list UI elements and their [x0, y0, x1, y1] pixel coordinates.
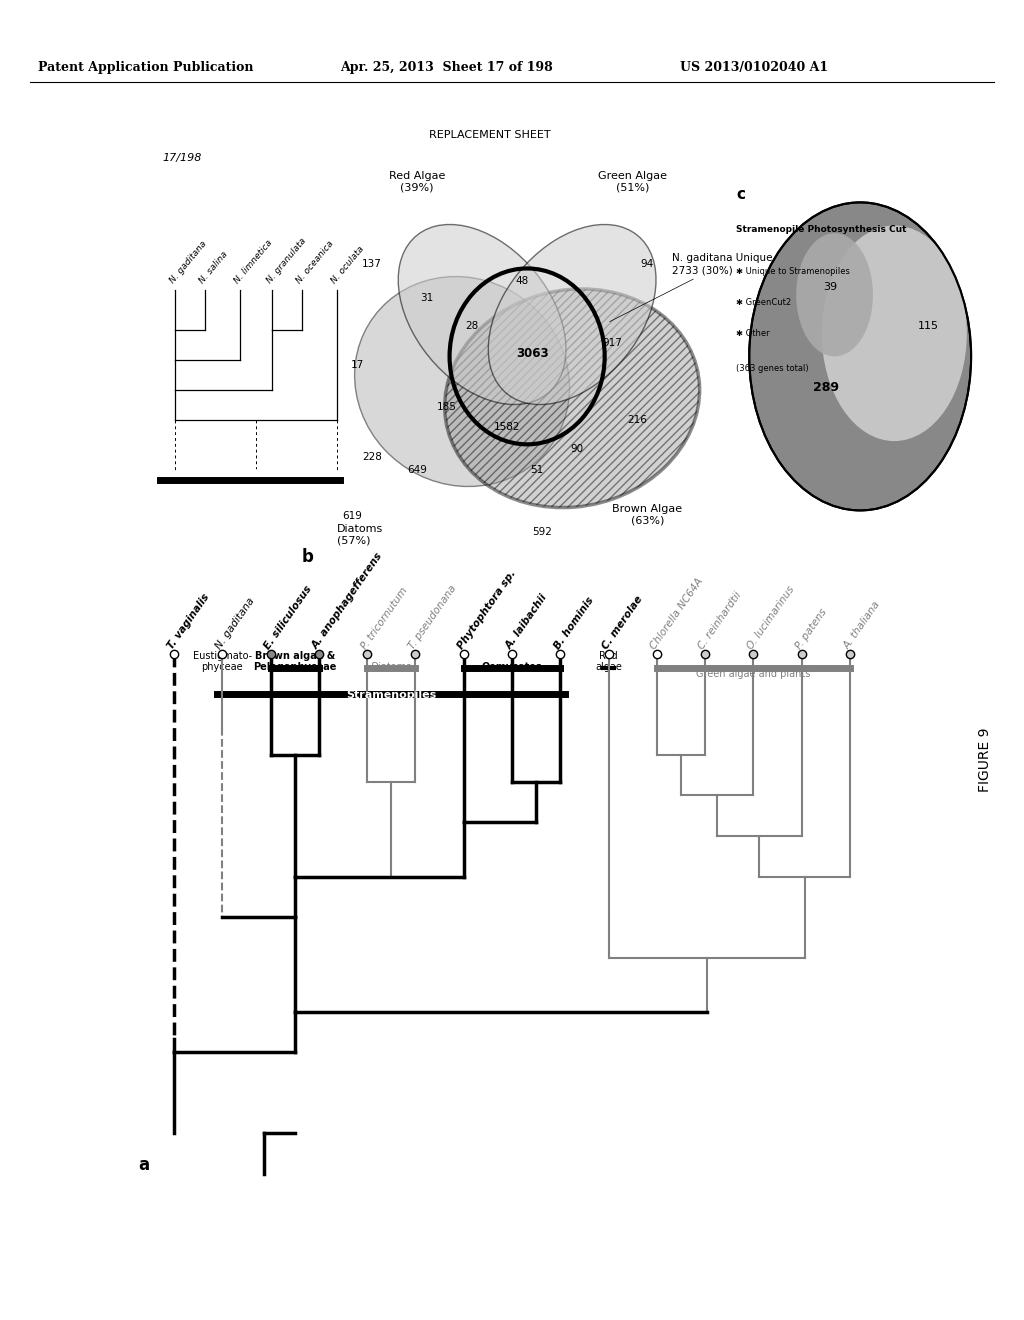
Text: N. gaditana: N. gaditana	[168, 239, 209, 285]
Text: a: a	[138, 1156, 150, 1173]
Text: P. tricornutum: P. tricornutum	[359, 585, 410, 651]
Text: 619: 619	[342, 511, 361, 520]
Ellipse shape	[354, 276, 569, 487]
Text: Brown algae &
Pelagophyceae: Brown algae & Pelagophyceae	[253, 651, 337, 672]
Ellipse shape	[488, 224, 656, 404]
Text: 28: 28	[466, 321, 478, 331]
Text: A. thaliana: A. thaliana	[842, 599, 882, 651]
Text: 649: 649	[408, 466, 427, 475]
Text: P. patens: P. patens	[794, 607, 828, 651]
Text: Diatoms: Diatoms	[371, 663, 412, 672]
Text: 17/198: 17/198	[162, 153, 202, 162]
Text: N. granulata: N. granulata	[265, 236, 308, 285]
Text: 51: 51	[530, 466, 544, 475]
Text: 137: 137	[362, 259, 382, 269]
Text: Green algae and plants: Green algae and plants	[696, 669, 811, 680]
Text: Oomycetes: Oomycetes	[481, 663, 543, 672]
Text: N. limnetica: N. limnetica	[233, 238, 274, 285]
Text: 592: 592	[532, 527, 552, 537]
Text: C. reinhardtii: C. reinhardtii	[697, 590, 743, 651]
Text: 90: 90	[570, 444, 584, 454]
Text: ✱ Unique to Stramenopiles: ✱ Unique to Stramenopiles	[736, 267, 850, 276]
Text: Stramenopiles: Stramenopiles	[205, 465, 295, 475]
Text: B. hominis: B. hominis	[552, 595, 595, 651]
Text: C. merolae: C. merolae	[600, 594, 644, 651]
Text: 115: 115	[918, 321, 939, 330]
Text: 185: 185	[437, 401, 457, 412]
Text: (363 genes total): (363 genes total)	[736, 364, 809, 374]
Text: E. siliculosus: E. siliculosus	[262, 583, 313, 651]
Text: 917: 917	[602, 338, 623, 348]
Text: Brown Algae
(63%): Brown Algae (63%)	[612, 504, 682, 525]
Text: 3063: 3063	[516, 347, 549, 359]
Text: US 2013/0102040 A1: US 2013/0102040 A1	[680, 62, 828, 74]
Text: b: b	[302, 548, 313, 566]
Text: REPLACEMENT SHEET: REPLACEMENT SHEET	[429, 129, 551, 140]
Text: 31: 31	[421, 293, 434, 302]
Text: 1582: 1582	[494, 422, 520, 432]
Text: N. oceanica: N. oceanica	[295, 239, 336, 285]
Text: 48: 48	[515, 276, 528, 286]
Text: Red
algae: Red algae	[595, 651, 622, 672]
Text: T. pseudonana: T. pseudonana	[408, 583, 459, 651]
Text: Stramenopiles: Stramenopiles	[346, 689, 436, 700]
Text: A. anophagefferens: A. anophagefferens	[310, 550, 385, 651]
Text: Phytophtora sp.: Phytophtora sp.	[456, 568, 518, 651]
Text: 228: 228	[362, 451, 382, 462]
Text: FIGURE 9: FIGURE 9	[978, 727, 992, 792]
Text: T. vaginalis: T. vaginalis	[166, 591, 211, 651]
Text: N. gaditana: N. gaditana	[214, 595, 257, 651]
Text: c: c	[736, 187, 745, 202]
Ellipse shape	[750, 202, 971, 511]
Text: Apr. 25, 2013  Sheet 17 of 198: Apr. 25, 2013 Sheet 17 of 198	[340, 62, 553, 74]
Text: A. laibachii: A. laibachii	[504, 593, 549, 651]
Text: N. oculata: N. oculata	[330, 244, 367, 285]
Ellipse shape	[444, 289, 699, 508]
Ellipse shape	[821, 226, 967, 441]
Ellipse shape	[797, 234, 872, 356]
Text: 289: 289	[813, 380, 839, 393]
Text: O. lucimarinus: O. lucimarinus	[745, 583, 797, 651]
Text: ✱ GreenCut2: ✱ GreenCut2	[736, 298, 792, 306]
Text: N. salina: N. salina	[198, 249, 230, 285]
Text: 39: 39	[823, 282, 838, 292]
Text: Green Algae
(51%): Green Algae (51%)	[598, 170, 667, 193]
Text: Eustigmato-
phyceae: Eustigmato- phyceae	[193, 651, 252, 672]
Text: 17: 17	[350, 360, 364, 370]
Text: 216: 216	[628, 414, 647, 425]
Ellipse shape	[398, 224, 566, 404]
Text: Red Algae
(39%): Red Algae (39%)	[389, 170, 445, 193]
Text: Patent Application Publication: Patent Application Publication	[38, 62, 254, 74]
Text: Diatoms
(57%): Diatoms (57%)	[337, 524, 383, 545]
Text: ✱ Other: ✱ Other	[736, 329, 770, 338]
Text: Stramenopile Photosynthesis Cut: Stramenopile Photosynthesis Cut	[736, 226, 907, 235]
Text: Chlorella NC64A: Chlorella NC64A	[648, 576, 706, 651]
Text: 94: 94	[641, 259, 654, 269]
Text: N. gaditana Unique
2733 (30%): N. gaditana Unique 2733 (30%)	[609, 253, 773, 322]
